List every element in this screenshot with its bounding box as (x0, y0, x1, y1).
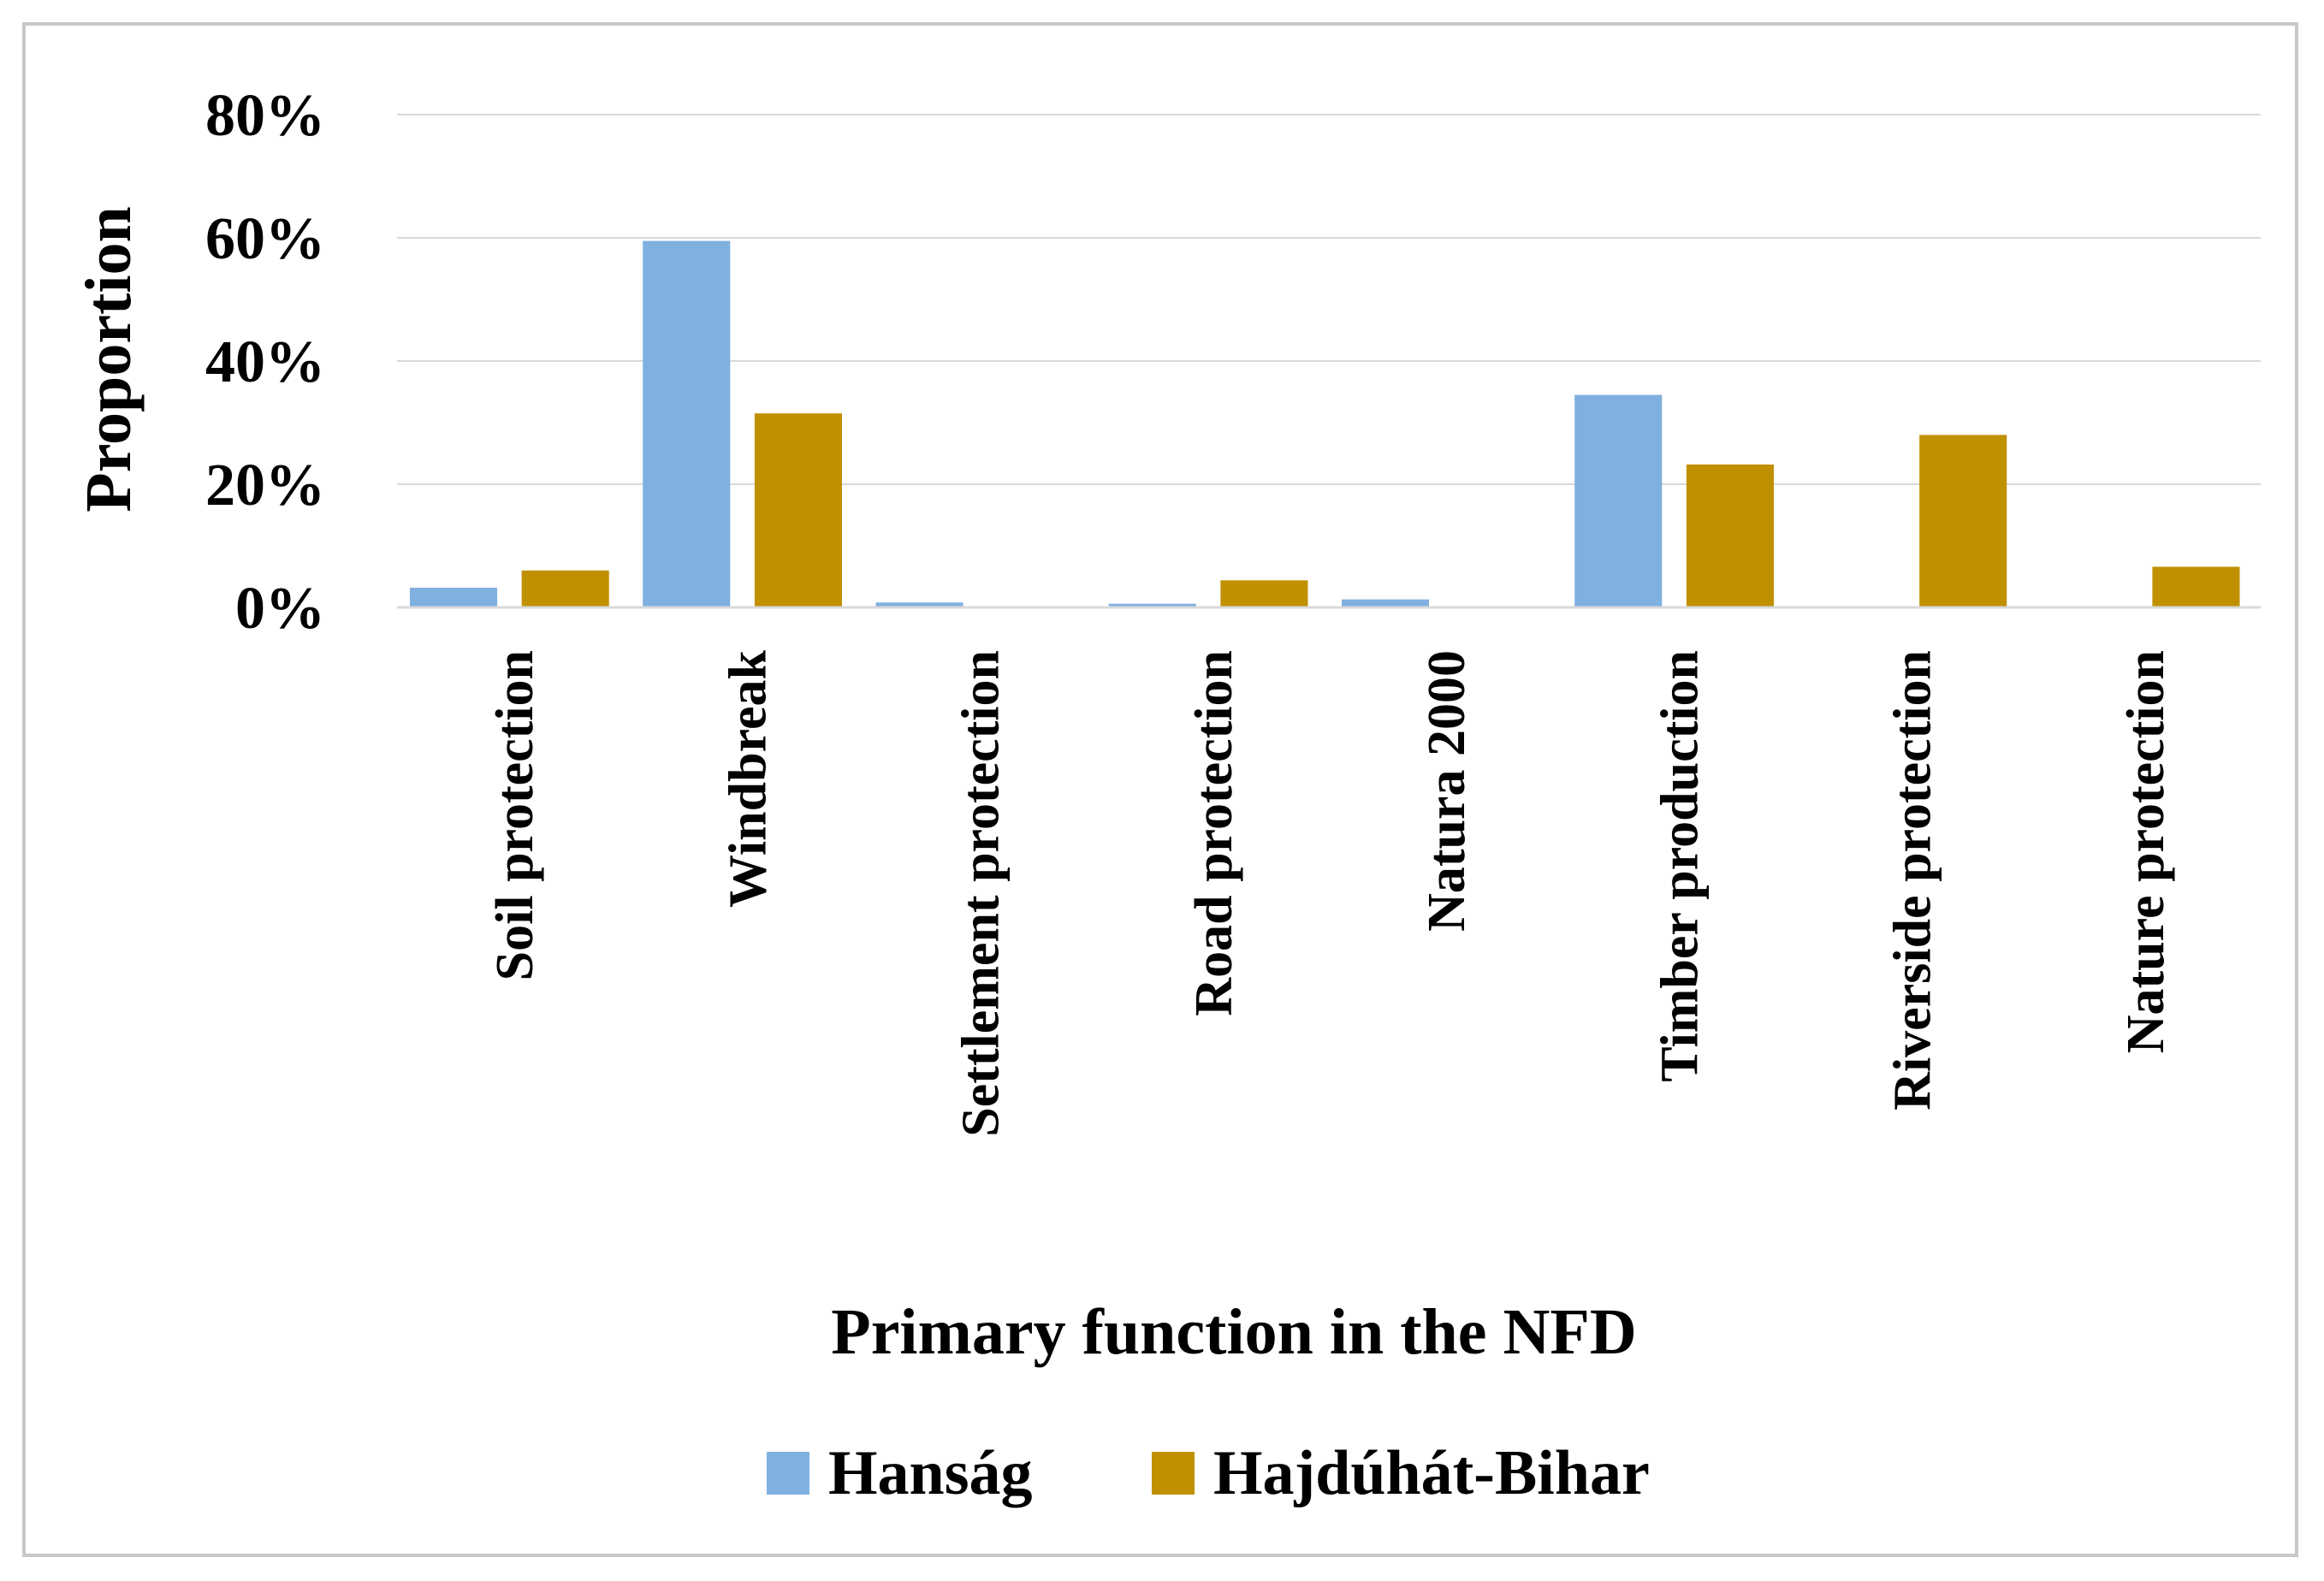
bar-hansag (875, 602, 963, 607)
bar-hajduhat-bihar (1220, 580, 1308, 607)
y-tick-label: 80% (205, 83, 325, 149)
x-tick-label: Settlement protection (952, 650, 1011, 1137)
legend: Hanság Hajdúhát-Bihar (767, 1438, 1650, 1508)
bars (409, 240, 2240, 607)
x-tick-label: Timber production (1651, 650, 1709, 1082)
bar-hansag (643, 240, 731, 607)
y-tick-label: 60% (205, 206, 325, 272)
x-tick-label: Windbreak (719, 649, 777, 907)
y-axis-title: Proportion (73, 206, 145, 512)
chart-frame (22, 22, 2298, 1557)
y-tick-label: 20% (205, 453, 325, 518)
x-tick-label: Riverside protection (1884, 650, 1942, 1110)
x-axis-title: Primary function in the NFD (831, 1296, 1636, 1368)
bar-hansag (1574, 394, 1663, 607)
bar-hajduhat-bihar (1919, 435, 2007, 607)
y-tick-label: 0% (235, 576, 325, 642)
bar-hajduhat-bihar (1686, 464, 1774, 607)
bar-hansag (1108, 603, 1196, 607)
bar-hajduhat-bihar (521, 570, 609, 607)
legend-swatch (767, 1452, 809, 1495)
bar-hajduhat-bihar (754, 413, 842, 607)
x-tick-label: Nature protection (2117, 650, 2175, 1053)
bar-hajduhat-bihar (2152, 566, 2240, 607)
x-tick-label: Road protection (1185, 650, 1243, 1016)
x-tick-label: Natura 2000 (1418, 650, 1476, 932)
y-axis-ticks: 0% 20% 40% 60% 80% (205, 83, 325, 642)
bar-hansag (1341, 599, 1430, 607)
x-axis-categories: Soil protection Windbreak Settlement prote… (486, 649, 2175, 1136)
x-tick-label: Soil protection (486, 650, 544, 980)
legend-label: Hanság (828, 1438, 1033, 1508)
legend-label: Hajdúhát-Bihar (1213, 1438, 1650, 1508)
bar-hansag (409, 587, 498, 607)
y-tick-label: 40% (205, 329, 325, 395)
legend-swatch (1152, 1452, 1195, 1495)
